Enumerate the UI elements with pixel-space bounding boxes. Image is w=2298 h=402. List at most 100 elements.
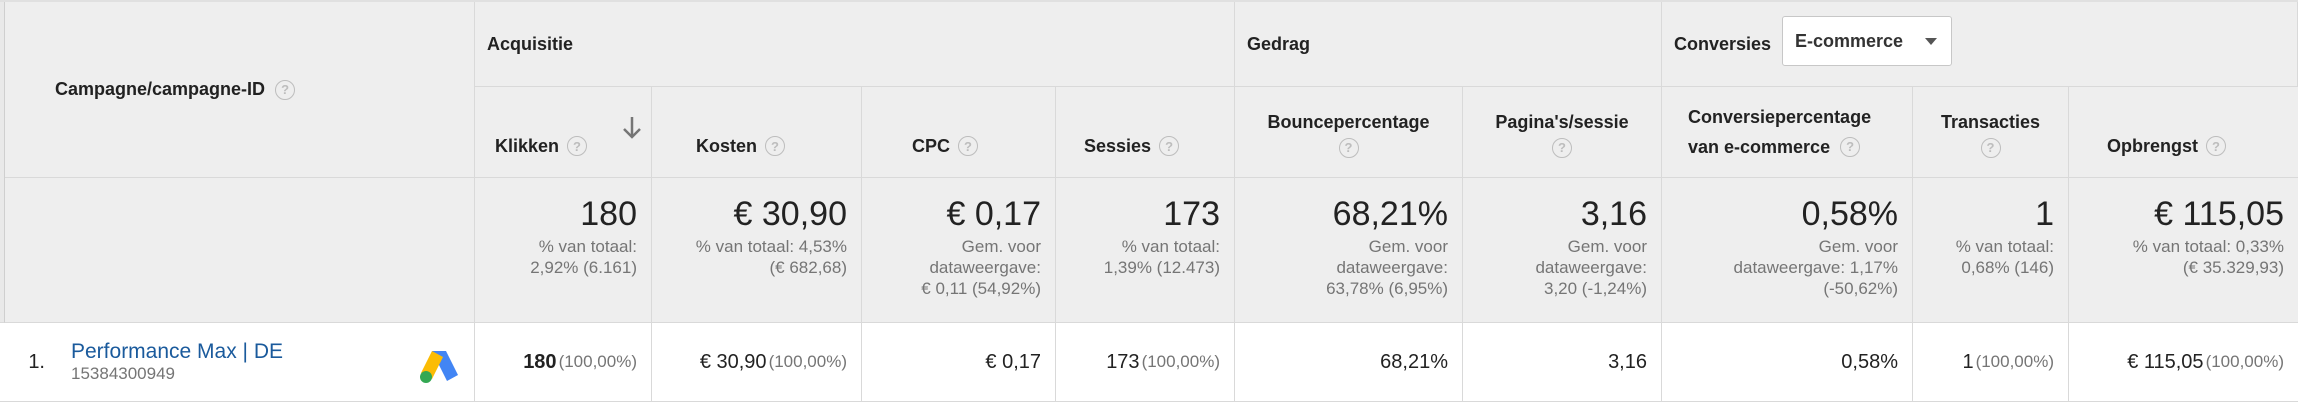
cell-cpc: € 0,17 — [862, 323, 1056, 402]
column-header-bounce[interactable]: Bouncepercentage ? — [1235, 87, 1463, 178]
cell-opbrengst-pct: (100,00%) — [2205, 352, 2284, 371]
column-label-bounce: Bouncepercentage — [1267, 112, 1430, 132]
cell-klikken-value: 180 — [523, 350, 557, 373]
column-label-sessies: Sessies — [1084, 135, 1152, 156]
totals-transacties-sub: 0,68% (146) — [1961, 258, 2054, 277]
help-icon[interactable]: ? — [1338, 138, 1359, 158]
campaign-name-link[interactable]: Performance Max | DE — [71, 340, 284, 363]
totals-opbrengst-sub: (€ 35.329,93) — [2182, 258, 2284, 277]
group-conversies: Conversies E-commerce — [1662, 2, 2298, 87]
totals-cpc-value: € 0,17 — [946, 195, 1041, 233]
totals-sessies-sub: 1,39% (12.473) — [1103, 258, 1220, 277]
cell-conversie-value: 0,58% — [1841, 350, 1898, 373]
help-icon[interactable]: ? — [958, 136, 979, 156]
totals-cpc-sub: dataweergave: — [929, 258, 1041, 277]
totals-sessies-sub: % van totaal: — [1121, 237, 1220, 256]
cell-conversie: 0,58% — [1662, 323, 1913, 402]
group-acquisitie-label: Acquisitie — [487, 33, 574, 54]
totals-klikken: 180 % van totaal: 2,92% (6.161) — [475, 178, 652, 323]
column-header-transacties[interactable]: Transacties ? — [1913, 87, 2069, 178]
cell-transacties-pct: (100,00%) — [1975, 352, 2054, 371]
totals-conversie-sub: Gem. voor — [1818, 237, 1898, 256]
cell-opbrengst-value: € 115,05 — [2127, 350, 2204, 373]
help-icon[interactable]: ? — [1159, 136, 1180, 156]
totals-paginas-sub: 3,20 (-1,24%) — [1544, 279, 1647, 298]
campaign-id: 15384300949 — [71, 364, 176, 383]
campaign-column-header[interactable]: Campagne/campagne-ID ? — [5, 2, 475, 178]
conversion-type-dropdown[interactable]: E-commerce — [1782, 16, 1952, 66]
help-icon[interactable]: ? — [765, 136, 786, 156]
totals-cpc-sub: € 0,11 (54,92%) — [921, 279, 1041, 298]
help-icon[interactable]: ? — [275, 79, 296, 100]
cell-kosten: € 30,90 (100,00%) — [652, 323, 862, 402]
row-index: 1. — [28, 350, 45, 373]
totals-kosten-sub: % van totaal: 4,53% — [695, 237, 847, 256]
cell-kosten-value: € 30,90 — [699, 350, 767, 373]
help-icon[interactable]: ? — [567, 136, 588, 156]
cell-klikken: 180 (100,00%) — [475, 323, 652, 402]
totals-sessies-value: 173 — [1163, 195, 1220, 233]
help-icon[interactable]: ? — [1552, 138, 1572, 158]
column-header-sessies[interactable]: Sessies ? — [1056, 87, 1235, 178]
cell-kosten-pct: (100,00%) — [768, 352, 847, 371]
totals-conversie-value: 0,58% — [1801, 195, 1898, 233]
totals-paginas-sub: Gem. voor — [1567, 237, 1647, 256]
cell-paginas-value: 3,16 — [1608, 350, 1647, 373]
column-label-kosten: Kosten — [696, 135, 758, 156]
column-header-kosten[interactable]: Kosten ? — [652, 87, 862, 178]
totals-klikken-value: 180 — [580, 195, 637, 233]
totals-opbrengst-sub: % van totaal: 0,33% — [2132, 237, 2284, 256]
totals-conversie-sub: dataweergave: 1,17% — [1733, 258, 1898, 277]
column-label-cpc: CPC — [912, 135, 951, 156]
column-label-opbrengst: Opbrengst — [2107, 135, 2199, 156]
arrow-down-icon[interactable] — [621, 115, 643, 141]
totals-kosten: € 30,90 % van totaal: 4,53% (€ 682,68) — [652, 178, 862, 323]
totals-klikken-sub: 2,92% (6.161) — [530, 258, 637, 277]
totals-paginas: 3,16 Gem. voor dataweergave: 3,20 (-1,24… — [1463, 178, 1662, 323]
column-header-opbrengst[interactable]: Opbrengst ? — [2069, 87, 2298, 178]
chevron-down-icon — [1925, 38, 1937, 45]
cell-transacties: 1 (100,00%) — [1913, 323, 2069, 402]
cell-bounce: 68,21% — [1235, 323, 1463, 402]
totals-transacties-value: 1 — [2035, 195, 2054, 233]
help-icon[interactable]: ? — [2206, 136, 2227, 156]
totals-paginas-value: 3,16 — [1580, 195, 1647, 233]
cell-sessies-pct: (100,00%) — [1141, 352, 1220, 371]
totals-bounce-value: 68,21% — [1332, 195, 1448, 233]
totals-kosten-sub: (€ 682,68) — [769, 258, 848, 277]
campaign-column-label: Campagne/campagne-ID — [55, 79, 266, 99]
google-ads-icon — [420, 351, 458, 383]
column-label-klikken: Klikken — [495, 135, 560, 156]
table-row[interactable]: 1. Performance Max | DE 15384300949 — [5, 323, 475, 402]
group-gedrag: Gedrag — [1235, 2, 1662, 87]
totals-opbrengst-value: € 115,05 — [2154, 195, 2284, 233]
totals-paginas-sub: dataweergave: — [1535, 258, 1647, 277]
cell-cpc-value: € 0,17 — [985, 350, 1041, 373]
totals-cpc-sub: Gem. voor — [961, 237, 1041, 256]
column-header-cpc[interactable]: CPC ? — [862, 87, 1056, 178]
help-icon[interactable]: ? — [1840, 137, 1861, 157]
totals-bounce-sub: Gem. voor — [1368, 237, 1448, 256]
totals-bounce-sub: dataweergave: — [1336, 258, 1448, 277]
column-label-conv-line2-wrap: van e-commerce ? — [1688, 132, 1861, 162]
column-label-conv-line1: Conversiepercentage — [1688, 107, 1872, 127]
totals-cpc: € 0,17 Gem. voor dataweergave: € 0,11 (5… — [862, 178, 1056, 323]
totals-transacties-sub: % van totaal: — [1955, 237, 2054, 256]
cell-sessies-value: 173 — [1106, 350, 1140, 373]
cell-opbrengst: € 115,05 (100,00%) — [2069, 323, 2298, 402]
column-label-transacties: Transacties — [1940, 112, 2041, 132]
totals-label-cell — [5, 178, 475, 323]
cell-paginas: 3,16 — [1463, 323, 1662, 402]
column-header-conversiepercentage[interactable]: Conversiepercentage van e-commerce ? — [1662, 87, 1913, 178]
help-icon[interactable]: ? — [1980, 138, 2001, 158]
column-header-klikken[interactable]: Klikken ? — [475, 87, 652, 178]
totals-conversie: 0,58% Gem. voor dataweergave: 1,17% (-50… — [1662, 178, 1913, 323]
totals-transacties: 1 % van totaal: 0,68% (146) — [1913, 178, 2069, 323]
column-header-paginas[interactable]: Pagina's/sessie ? — [1463, 87, 1662, 178]
totals-kosten-value: € 30,90 — [733, 195, 847, 233]
totals-opbrengst: € 115,05 % van totaal: 0,33% (€ 35.329,9… — [2069, 178, 2298, 323]
totals-bounce-sub: 63,78% (6,95%) — [1326, 279, 1448, 298]
totals-bounce: 68,21% Gem. voor dataweergave: 63,78% (6… — [1235, 178, 1463, 323]
table-left-gutter — [0, 2, 5, 323]
